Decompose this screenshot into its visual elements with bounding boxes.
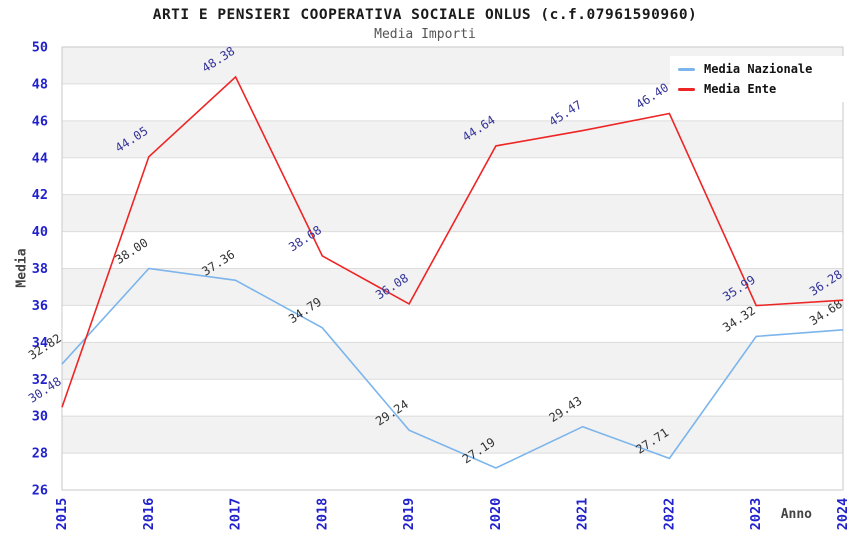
y-tick-label: 36: [32, 298, 48, 314]
legend-swatch-media-ente-icon: [678, 87, 695, 91]
y-tick-label: 38: [32, 261, 48, 277]
x-tick-label: 2019: [401, 498, 417, 531]
y-tick-label: 34: [32, 335, 48, 351]
data-point-label: 38.00: [113, 235, 151, 266]
x-tick-label: 2021: [575, 498, 591, 531]
y-tick-label: 50: [32, 40, 48, 56]
plot-band: [62, 416, 843, 454]
y-axis-title: Media: [14, 248, 30, 288]
series-line-media-nazionale: [61, 267, 844, 469]
series-line-media-ente: [61, 75, 844, 408]
plot-band: [62, 120, 843, 158]
x-tick-label: 2017: [228, 498, 244, 531]
x-tick-label: 2016: [141, 498, 157, 531]
plot-border: [61, 46, 844, 491]
chart-subtitle: Media Importi: [374, 27, 476, 42]
y-tick-label: 42: [32, 187, 48, 203]
x-tick-label: 2023: [748, 498, 764, 531]
x-tick-label: 2020: [488, 498, 504, 531]
legend-label-media-nazionale: Media Nazionale: [704, 62, 813, 76]
x-tick-label: 2024: [835, 498, 850, 531]
legend-label-media-ente: Media Ente: [704, 82, 777, 96]
data-point-label: 34.32: [720, 303, 758, 334]
y-tick-label: 48: [32, 76, 48, 92]
y-tick-label: 32: [32, 372, 48, 388]
data-point-label: 46.40: [633, 80, 671, 111]
x-tick-label: 2018: [314, 498, 330, 531]
legend-item-media-ente: Media Ente: [678, 82, 848, 96]
y-tick-label: 46: [32, 113, 48, 129]
y-tick-label: 44: [32, 150, 48, 166]
y-tick-label: 28: [32, 446, 48, 462]
x-tick-label: 2015: [54, 498, 70, 531]
legend-item-media-nazionale: Media Nazionale: [678, 62, 848, 76]
plot-band: [62, 342, 843, 380]
chart-legend: Media Nazionale Media Ente: [670, 56, 848, 102]
y-tick-label: 26: [32, 483, 48, 499]
y-tick-label: 30: [32, 409, 48, 425]
legend-swatch-media-nazionale-icon: [678, 67, 695, 71]
x-tick-label: 2022: [661, 498, 677, 531]
y-tick-label: 40: [32, 224, 48, 240]
x-axis-title: Anno: [780, 507, 812, 522]
chart-title: ARTI E PENSIERI COOPERATIVA SOCIALE ONLU…: [152, 7, 698, 23]
